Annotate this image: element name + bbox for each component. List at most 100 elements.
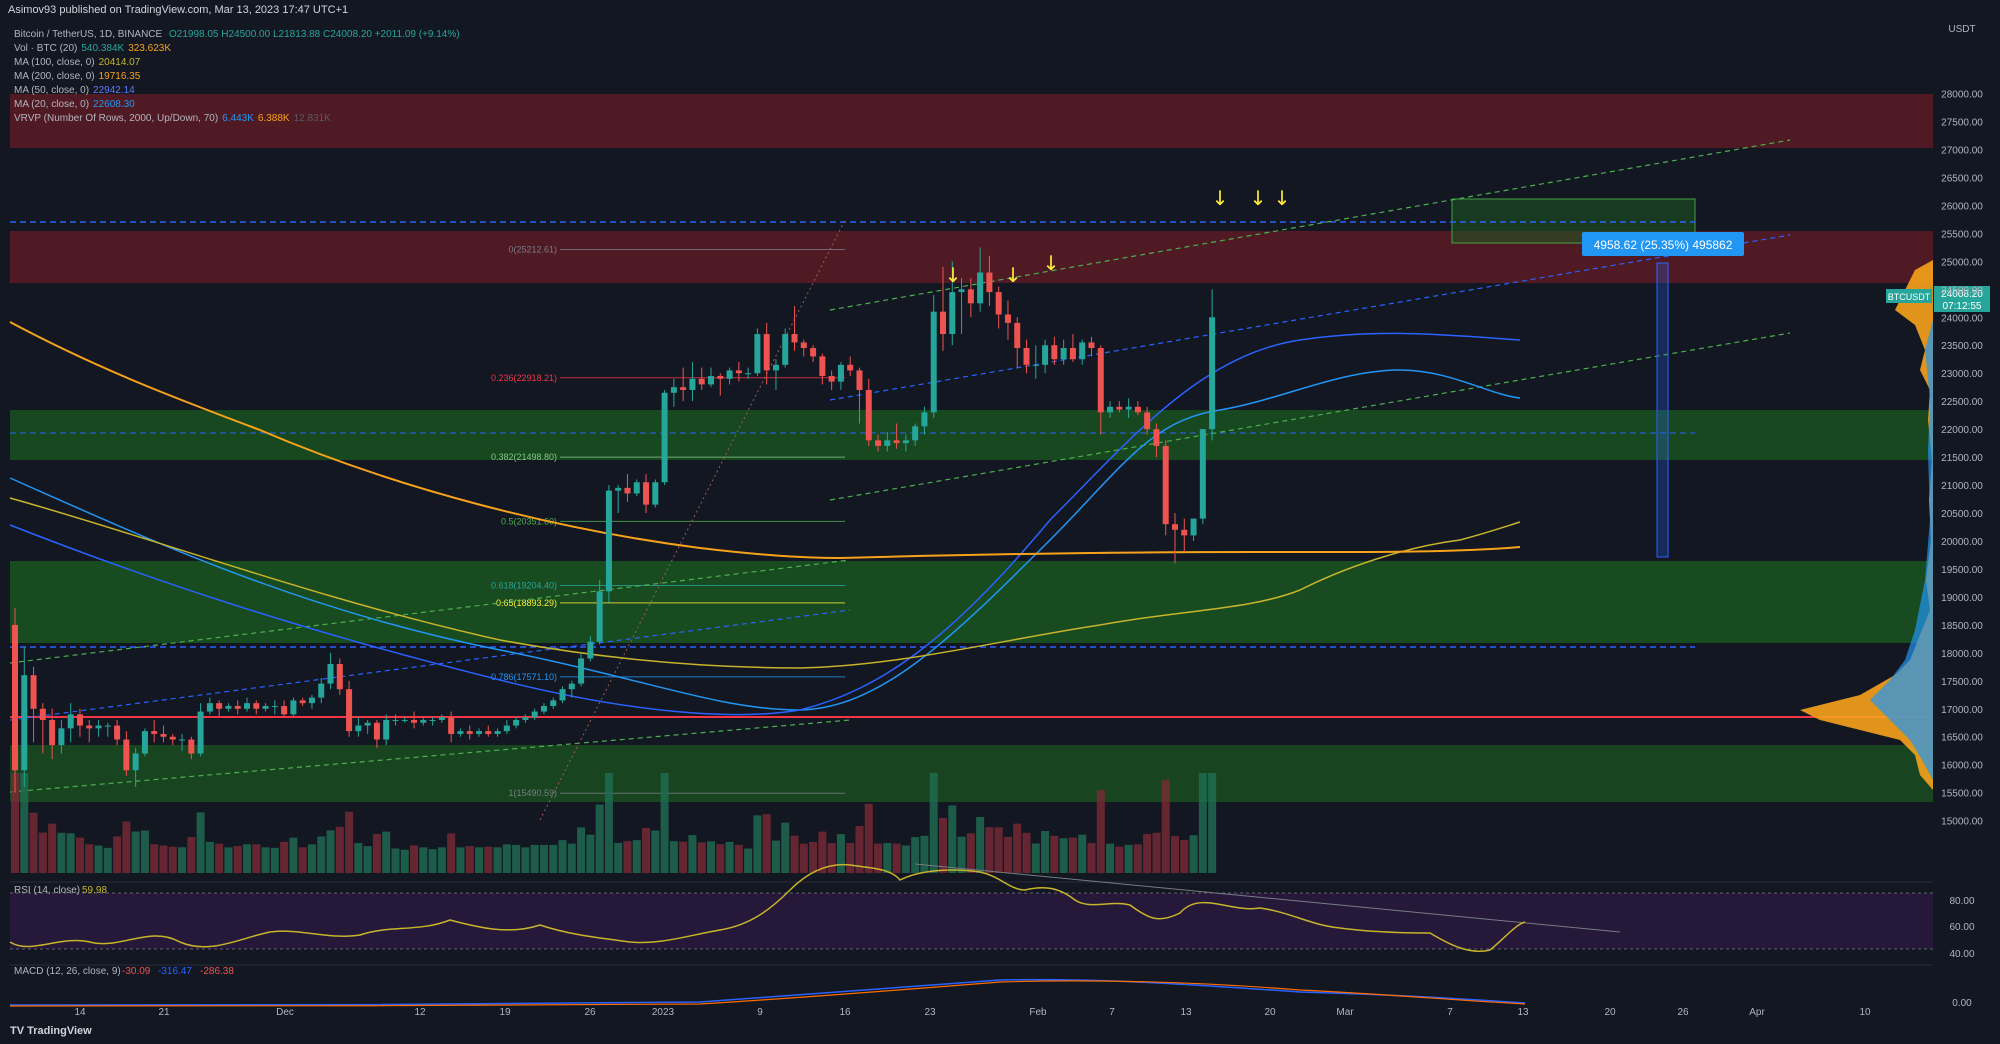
candle[interactable] [513,717,520,729]
candle[interactable] [383,714,390,746]
candle[interactable] [12,608,18,793]
candle[interactable] [967,278,974,318]
candle[interactable] [197,703,204,757]
candle[interactable] [216,700,223,718]
legend-volume-row[interactable]: Vol · BTC (20) 540.384K 323.623K [14,42,460,56]
candle[interactable] [643,473,650,514]
candle[interactable] [234,700,241,715]
candle[interactable] [568,680,575,698]
candle[interactable] [1199,429,1206,525]
candle[interactable] [290,697,297,718]
candle[interactable] [726,367,733,385]
candle[interactable] [828,370,835,390]
candle[interactable] [318,678,325,704]
candle[interactable] [1060,339,1067,365]
ma100-line[interactable] [9,497,1521,669]
candle[interactable] [392,714,399,726]
candle[interactable] [253,700,260,715]
candle[interactable] [160,725,167,743]
candle[interactable] [299,697,306,706]
candle[interactable] [151,719,158,743]
candle[interactable] [698,367,705,390]
legend-ma20-row[interactable]: MA (20, close, 0) 22608.30 [14,98,460,112]
candle[interactable] [21,647,28,788]
candle[interactable] [819,353,826,385]
candle[interactable] [1107,401,1114,418]
candle[interactable] [141,728,148,757]
candle[interactable] [1181,518,1188,553]
candle[interactable] [875,434,882,452]
candle[interactable] [856,367,863,424]
candle[interactable] [327,652,334,690]
candle[interactable] [754,328,761,376]
candle[interactable] [763,322,770,385]
candle[interactable] [179,733,186,751]
candle[interactable] [605,485,612,603]
candle[interactable] [921,406,928,435]
candle[interactable] [123,731,130,776]
candle[interactable] [847,356,854,376]
candle[interactable] [1134,401,1141,416]
legend-vrvp-row[interactable]: VRVP (Number Of Rows, 2000, Up/Down, 70)… [14,112,460,126]
candle[interactable] [1023,339,1030,374]
legend-ma200-row[interactable]: MA (200, close, 0) 19716.35 [14,70,460,84]
price-chart[interactable]: 0(25212.61) 0.236(22918.21) 0.382(21498.80… [0,20,2000,1020]
candle[interactable] [346,680,353,737]
price-axis[interactable]: USDT 28000.00 27500.00 27000.00 26500.00 260… [1941,24,1983,828]
candle[interactable] [865,378,872,446]
candle[interactable] [884,431,891,452]
candle[interactable] [940,266,946,351]
candle[interactable] [132,747,139,788]
candle[interactable] [810,345,817,363]
candle[interactable] [633,479,640,497]
legend-ma100-row[interactable]: MA (100, close, 0) 20414.07 [14,56,460,70]
candle[interactable] [745,367,752,379]
candle[interactable] [438,714,445,723]
candle[interactable] [1004,300,1011,340]
candlesticks[interactable] [12,247,1216,793]
candle[interactable] [680,367,687,402]
time-axis[interactable]: 14 21 Dec 12 19 26 2023 9 16 23 Feb 7 13 20 Mar 7 13 20 26… [74,1007,1871,1018]
candle[interactable] [800,339,807,357]
candle[interactable] [271,700,278,715]
candle[interactable] [476,728,482,737]
candle[interactable] [244,697,250,712]
candle[interactable] [485,725,492,737]
legend-ma50-row[interactable]: MA (50, close, 0) 22942.14 [14,84,460,98]
ma20-line[interactable] [9,369,1521,711]
candle[interactable] [902,434,909,452]
candle[interactable] [67,703,74,743]
macd-pane[interactable]: MACD (12, 26, close, 9) -30.09 -316.47 -… [9,966,1972,1009]
candle[interactable] [772,359,779,390]
candle[interactable] [522,714,529,723]
candle[interactable] [1069,334,1076,363]
candle[interactable] [429,717,436,726]
ma50-line[interactable] [9,332,1521,716]
candle[interactable] [596,580,603,645]
candle[interactable] [336,658,343,695]
candle[interactable] [587,636,594,662]
candle[interactable] [76,708,83,737]
candle[interactable] [308,694,315,709]
candle[interactable] [1209,289,1216,441]
candle[interactable] [448,711,455,743]
candle[interactable] [1190,518,1197,541]
candle[interactable] [837,362,844,390]
candle[interactable] [930,294,937,418]
candle[interactable] [169,733,176,746]
candle[interactable] [39,703,46,754]
candle[interactable] [466,725,473,740]
candle[interactable] [1032,345,1039,379]
candle[interactable] [1153,423,1160,458]
candle[interactable] [782,328,789,368]
candle[interactable] [977,247,984,312]
candle[interactable] [1144,406,1151,435]
candle[interactable] [735,362,742,382]
candle[interactable] [58,719,65,754]
candle[interactable] [1125,398,1132,418]
rsi-line[interactable] [9,863,1526,953]
tradingview-logo[interactable]: TV TradingView [10,1025,92,1037]
candle[interactable] [708,367,714,388]
candle[interactable] [355,717,362,737]
candle[interactable] [949,261,956,346]
